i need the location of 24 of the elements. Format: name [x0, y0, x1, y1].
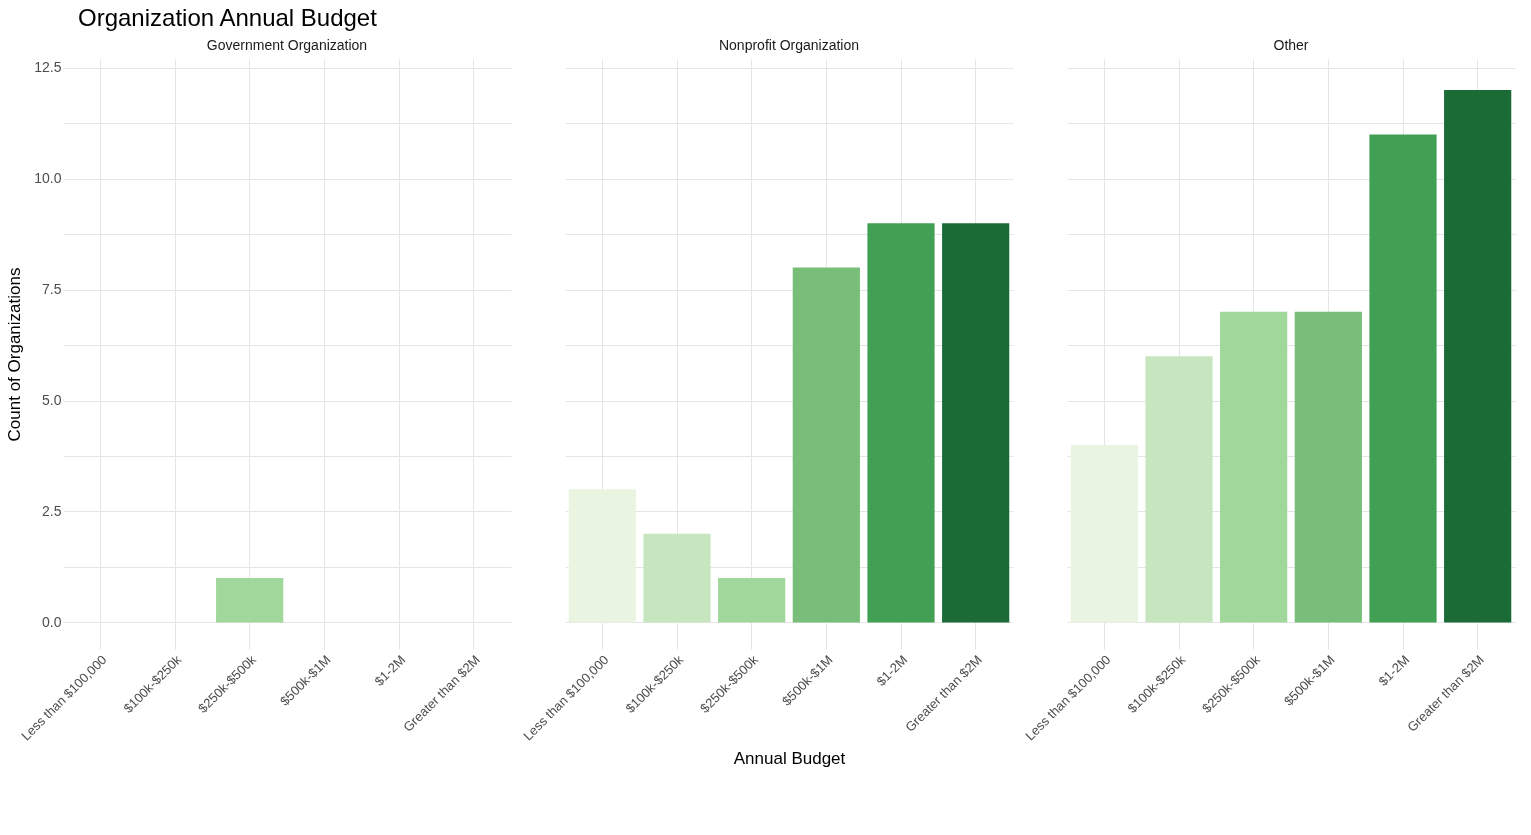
bar [718, 578, 786, 623]
y-tick-label: 10.0 [34, 170, 62, 187]
y-tick-label: 7.5 [42, 281, 62, 298]
bar [1220, 311, 1288, 623]
chart-title: Organization Annual Budget [77, 3, 378, 33]
bar [643, 533, 711, 623]
bar [867, 223, 935, 623]
y-axis-title: Count of Organizations [5, 267, 25, 442]
bar [1444, 90, 1512, 623]
chart-subtitle: Government Organization [206, 37, 368, 53]
bar [1369, 134, 1437, 623]
chart-subtitle: Nonprofit Organization [718, 37, 860, 53]
bar [1070, 444, 1138, 623]
chart-subtitle: Other [1273, 37, 1309, 53]
bar [1294, 311, 1362, 623]
y-tick-label: 5.0 [42, 392, 62, 409]
y-tick-label: 2.5 [42, 502, 62, 519]
x-axis-title: Annual Budget [733, 749, 846, 769]
bar [568, 489, 636, 623]
bar [1145, 356, 1213, 623]
bar [792, 267, 860, 623]
y-tick-label: 12.5 [34, 59, 62, 76]
bar [942, 223, 1010, 623]
y-tick-label: 0.0 [42, 613, 62, 630]
